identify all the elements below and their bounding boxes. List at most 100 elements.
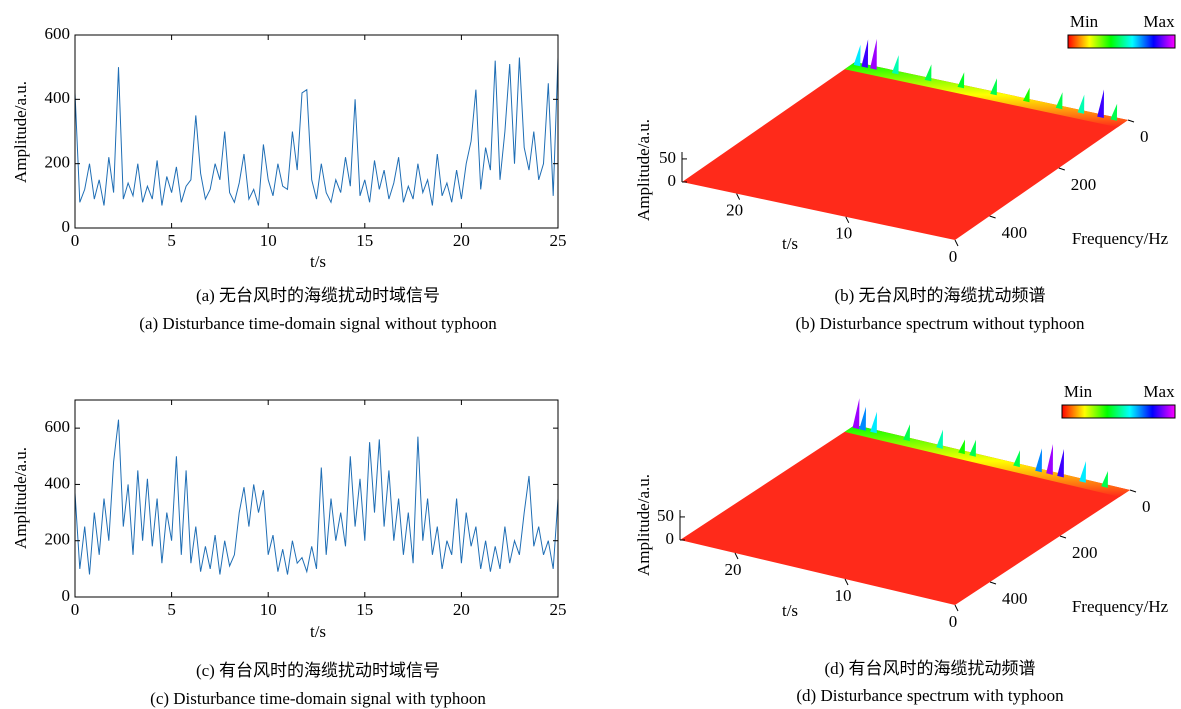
colorbar [1061, 404, 1176, 419]
signal-line [74, 419, 559, 575]
spectrum-peak [1057, 449, 1064, 478]
spectrum-peak [861, 39, 869, 68]
spectrum-peak [957, 72, 965, 89]
x-tick-label: 20 [453, 231, 470, 250]
spectrum-peak [1046, 444, 1053, 475]
z-tick-label: 0 [668, 171, 677, 190]
x-tick-label: 20 [725, 560, 742, 579]
colorbar-max-label: Max [1143, 12, 1175, 31]
spectrum-peak [1013, 450, 1020, 468]
x-tick-label: 5 [167, 600, 176, 619]
x-tick-label: 15 [356, 231, 373, 250]
x-tick [844, 578, 849, 586]
y-tick-label: 400 [1002, 223, 1028, 242]
y-tick-label: 400 [45, 473, 71, 492]
spectrum-peak [853, 44, 861, 67]
caption-en: (d) Disturbance spectrum with typhoon [796, 686, 1064, 705]
colorbar-min-label: Min [1070, 12, 1099, 31]
x-tick-label: 15 [356, 600, 373, 619]
z-axis-label: Amplitude/a.u. [634, 474, 653, 576]
y-tick-label: 0 [1142, 497, 1151, 516]
x-tick-label: 0 [71, 600, 80, 619]
spectrum-peak [969, 439, 976, 457]
spectrum-peak [1097, 89, 1104, 118]
y-tick-label: 200 [45, 530, 71, 549]
spectrum-peak [903, 424, 910, 442]
x-axis-label: t/s [782, 234, 798, 253]
caption-cn: (a) 无台风时的海缆扰动时域信号 [196, 286, 440, 305]
y-tick-label: 200 [45, 153, 71, 172]
y-tick-label: 0 [62, 586, 71, 605]
signal-line [74, 57, 559, 206]
x-tick-label: 10 [260, 600, 277, 619]
y-tick [1127, 119, 1135, 123]
caption-en: (b) Disturbance spectrum without typhoon [796, 314, 1085, 333]
y-tick-label: 600 [45, 417, 71, 436]
spectrum-peak [870, 411, 877, 434]
colorbar [1067, 34, 1176, 49]
x-tick-label: 10 [260, 231, 277, 250]
x-tick [954, 239, 959, 247]
y-tick [1058, 167, 1065, 171]
x-tick [736, 193, 741, 200]
x-tick [954, 604, 959, 612]
edge-band [844, 425, 1130, 497]
y-axis-label: Amplitude/a.u. [11, 447, 30, 549]
y-tick-label: 600 [45, 24, 71, 43]
x-tick-label: 20 [453, 600, 470, 619]
x-tick-label: 25 [550, 231, 567, 250]
x-tick-label: 25 [550, 600, 567, 619]
spectrum-surface [682, 62, 1128, 240]
y-tick [1059, 535, 1067, 539]
x-tick-label: 10 [835, 586, 852, 605]
y-tick-label: 200 [1071, 175, 1097, 194]
caption-en: (a) Disturbance time-domain signal witho… [139, 314, 497, 333]
spectrum-peak [870, 38, 877, 70]
spectrum-peak [1079, 461, 1086, 483]
y-tick-label: 400 [1002, 589, 1028, 608]
spectrum-peak [1023, 87, 1030, 103]
x-axis-label: t/s [310, 252, 326, 271]
y-tick-label: 0 [1140, 127, 1149, 146]
spectrum-peak [859, 406, 866, 431]
spectrum-peak [924, 64, 932, 82]
spectrum-peak [990, 78, 997, 96]
x-tick-label: 10 [835, 224, 852, 243]
y-tick-label: 400 [45, 88, 71, 107]
x-axis-label: t/s [782, 601, 798, 620]
spectrum-peak [1055, 92, 1063, 110]
z-tick-label: 0 [666, 529, 675, 548]
x-tick-label: 0 [949, 247, 958, 266]
caption-en: (c) Disturbance time-domain signal with … [150, 689, 486, 708]
spectrum-peak [891, 55, 899, 75]
y-tick-label: 0 [62, 217, 71, 236]
x-tick-label: 5 [167, 231, 176, 250]
y-tick-label: 200 [1072, 543, 1098, 562]
y-axis-label: Amplitude/a.u. [11, 81, 30, 183]
spectrum-surface [680, 425, 1130, 605]
spectrum-peak [1110, 103, 1118, 121]
x-tick-label: 20 [726, 201, 743, 220]
spectrum-peak [936, 429, 943, 449]
z-tick-label: 50 [657, 506, 674, 525]
spectrum-peak [1035, 448, 1042, 473]
x-tick [845, 216, 850, 224]
x-tick-label: 0 [71, 231, 80, 250]
x-tick-label: 0 [949, 612, 958, 631]
caption-cn: (d) 有台风时的海缆扰动频谱 [824, 659, 1035, 678]
spectrum-peak [852, 398, 860, 430]
z-tick-label: 50 [659, 148, 676, 167]
spectrum-peak [1101, 471, 1108, 488]
axes-box [74, 399, 559, 598]
edge-band [844, 62, 1128, 128]
y-axis-label: Frequency/Hz [1072, 229, 1169, 248]
y-tick [989, 215, 996, 219]
colorbar-max-label: Max [1143, 382, 1175, 401]
x-axis-label: t/s [310, 622, 326, 641]
colorbar-min-label: Min [1064, 382, 1093, 401]
caption-cn: (c) 有台风时的海缆扰动时域信号 [196, 661, 440, 680]
y-axis-label: Frequency/Hz [1072, 597, 1169, 616]
spectrum-peak [958, 439, 965, 455]
spectrum-peak [1077, 94, 1085, 114]
